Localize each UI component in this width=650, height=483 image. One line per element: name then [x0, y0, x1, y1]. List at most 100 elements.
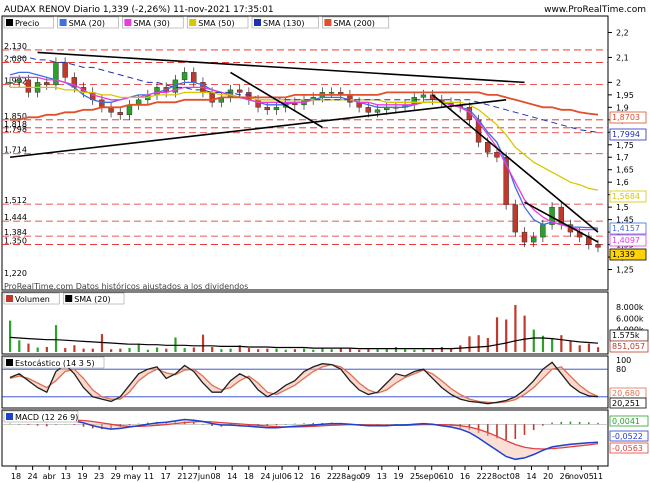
legend-box	[3, 16, 54, 29]
price-level-label: 1,384	[4, 228, 27, 237]
x-tick-label: 12	[294, 472, 304, 481]
volume-bar	[156, 347, 159, 352]
sma-line-200	[10, 91, 599, 121]
x-tick-label: 13	[61, 472, 71, 481]
last-value-label: 1,5684	[612, 192, 640, 201]
legend-box	[186, 16, 249, 29]
macd-histogram-bar	[147, 422, 149, 425]
volume-bar	[468, 336, 471, 352]
legend-box	[3, 292, 60, 305]
price-level-label: 1,350	[4, 237, 27, 246]
x-tick-label: 16	[460, 472, 470, 481]
last-value-label: -0,0563	[612, 444, 643, 453]
price-level-label: 1,850	[4, 112, 27, 121]
macd-histogram-bar	[55, 424, 57, 425]
price-tick-label: 1,95	[616, 91, 634, 100]
x-tick-label: 08	[210, 472, 220, 481]
x-tick-label: 09	[360, 472, 370, 481]
volume-bar	[293, 349, 297, 352]
x-tick-label: 11	[593, 472, 603, 481]
legend-swatch	[6, 359, 13, 366]
volume-bar	[128, 348, 131, 352]
macd-histogram-bar	[477, 424, 480, 433]
volume-bar	[36, 347, 39, 352]
last-value-label: 1,8703	[612, 113, 640, 122]
macd-histogram-bar	[542, 424, 544, 426]
volume-bar	[330, 349, 333, 352]
macd-histogram-bar	[486, 424, 489, 436]
volume-bar	[257, 349, 260, 352]
volume-bar	[238, 345, 241, 352]
x-tick-label: jul06	[271, 472, 292, 481]
macd-histogram-bar	[551, 422, 553, 425]
legend-swatch	[6, 19, 13, 26]
legend-label: MACD (12 26 9)	[15, 413, 78, 422]
price-candle	[512, 204, 519, 233]
last-value-box	[609, 397, 647, 409]
price-candle	[181, 72, 188, 81]
price-candle	[347, 94, 353, 103]
macd-histogram-bar	[211, 424, 213, 426]
price-candle	[7, 82, 13, 84]
volume-bar	[367, 348, 370, 352]
trendline	[37, 51, 525, 84]
x-tick-label: 22	[477, 472, 487, 481]
volume-bar	[413, 349, 416, 352]
trendline	[432, 94, 599, 233]
volume-sma-line	[9, 336, 599, 350]
last-value-label: 0,0041	[612, 417, 640, 426]
x-tick-label: may	[124, 472, 142, 481]
macd-histogram-bar	[18, 424, 20, 425]
volume-bar	[514, 304, 517, 352]
price-layer	[7, 51, 601, 253]
x-tick-label: 22	[327, 472, 337, 481]
x-tick-label: 26	[560, 472, 570, 481]
macd-histogram-bar	[284, 424, 287, 425]
legend-label: SMA (20)	[74, 295, 110, 304]
volume-bar	[569, 340, 572, 352]
labels-layer: Precio SMA (20) SMA (30) SMA (50) SMA (130) S…	[3, 16, 649, 454]
last-value-label: 1.575k	[612, 331, 640, 340]
macd-histogram-bar	[523, 424, 526, 435]
macd-histogram-bar	[505, 424, 507, 441]
volume-bar	[376, 349, 379, 352]
macd-histogram-bar	[192, 422, 195, 425]
legend-label: SMA (200)	[333, 19, 375, 28]
price-tick-label: 1,6	[616, 178, 629, 187]
legend-box	[3, 410, 79, 423]
last-value-box	[609, 190, 647, 203]
x-tick-label: 28ago	[336, 472, 361, 481]
legend-box	[251, 16, 319, 29]
volume-bar	[146, 349, 150, 352]
macd-histogram-bar	[569, 421, 572, 425]
legend-swatch	[324, 19, 332, 26]
volume-bar	[284, 349, 287, 352]
x-tick-label: 21	[177, 472, 187, 481]
volume-bar	[137, 343, 140, 352]
watermark: ProRealTime.com Datos históricos ajustad…	[4, 281, 248, 291]
price-tick-label: 1,5	[616, 203, 629, 212]
price-tick-label: 2,1	[616, 53, 629, 62]
last-value-box	[609, 248, 647, 261]
last-value-label: 1,7994	[612, 130, 640, 139]
legend-swatch	[6, 413, 13, 420]
macd-histogram-bar	[202, 424, 204, 425]
volume-bar	[541, 335, 545, 352]
x-tick-label: 14	[526, 472, 536, 481]
volume-bar	[358, 349, 361, 352]
price-level-label: 1,798	[4, 125, 27, 134]
price-candle	[273, 107, 280, 111]
x-tick-label: nov05	[569, 472, 594, 481]
last-value-box	[609, 111, 647, 124]
macd-histogram-bar	[137, 423, 140, 425]
price-candle	[521, 231, 528, 243]
volume-bar	[348, 348, 352, 352]
x-tick-label: 19	[393, 472, 403, 481]
legend-label: Volumen	[15, 295, 50, 304]
price-level-label: 2,130	[4, 42, 27, 51]
price-candle	[540, 224, 546, 238]
x-tick-label: 25	[410, 472, 420, 481]
last-value-box	[609, 442, 649, 454]
x-tick-label: 18	[11, 472, 21, 481]
